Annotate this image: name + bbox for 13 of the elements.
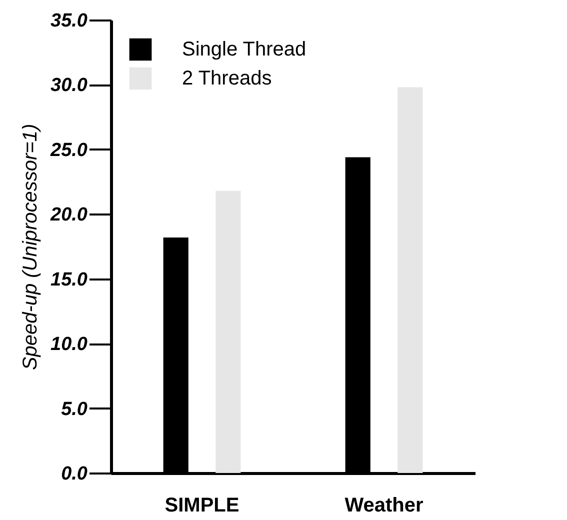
- legend-label: Single Thread: [182, 38, 306, 60]
- y-tick-label: 0.0: [61, 464, 88, 484]
- y-tick-label: 35.0: [50, 10, 88, 32]
- legend-label: 2 Threads: [182, 68, 272, 90]
- x-tick-label: Weather: [344, 494, 424, 516]
- y-tick-label: 15.0: [50, 269, 88, 290]
- y-tick-label: 10.0: [50, 334, 88, 356]
- y-tick-label: 20.0: [50, 204, 88, 226]
- y-tick-label: 30.0: [50, 75, 88, 96]
- y-axis-title: Speed-up (Uniprocessor=1): [20, 124, 42, 370]
- x-tick-label: SIMPLE: [164, 494, 240, 516]
- y-tick-label: 25.0: [50, 140, 88, 161]
- y-tick-label: 5.0: [61, 398, 88, 420]
